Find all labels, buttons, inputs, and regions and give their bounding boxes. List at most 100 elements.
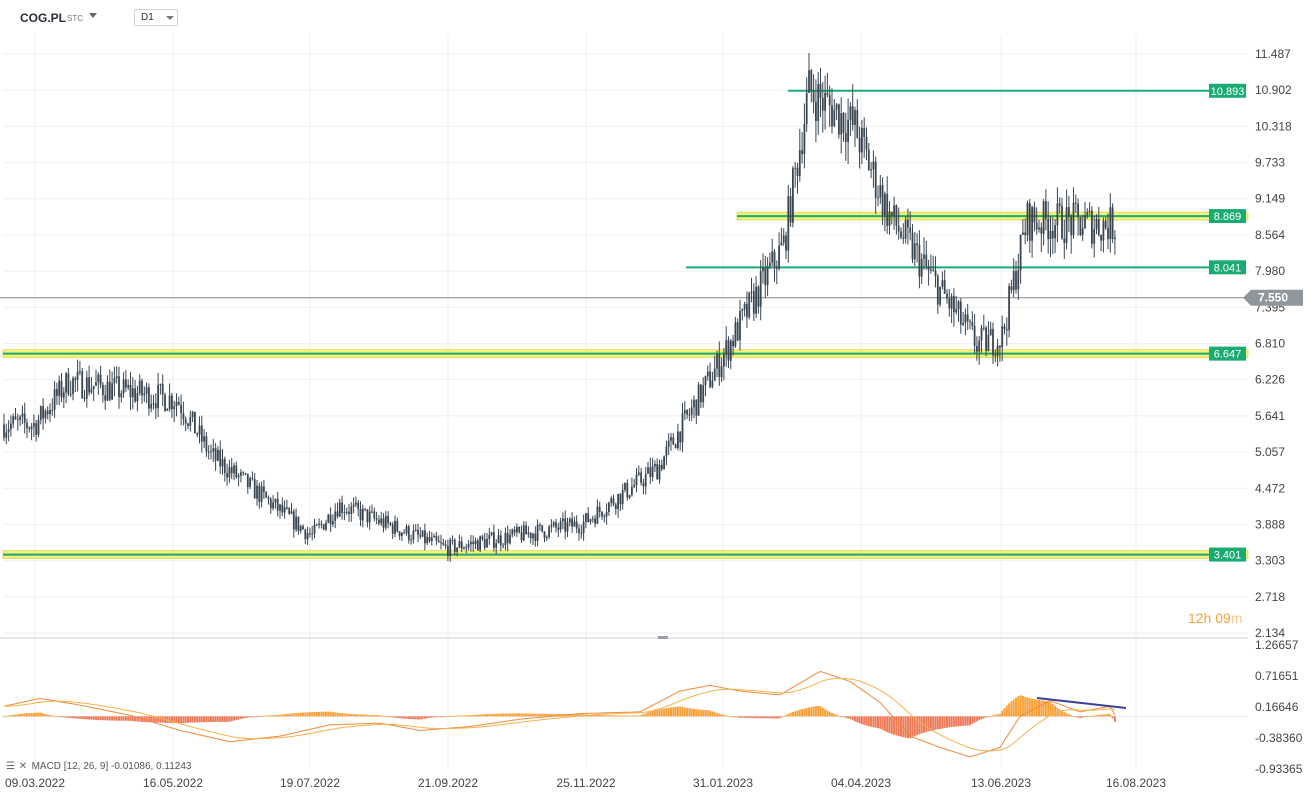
- macd-histogram-bar: [628, 715, 631, 717]
- macd-histogram-bar: [513, 713, 516, 717]
- macd-histogram-bar: [152, 716, 155, 723]
- y-axis-tick-label: 5.641: [1255, 409, 1285, 423]
- macd-histogram-bar: [759, 716, 762, 719]
- macd-histogram-bar: [414, 716, 417, 720]
- macd-histogram-bar: [258, 716, 261, 717]
- candle-body: [1061, 205, 1063, 239]
- candle-body: [269, 499, 272, 509]
- macd-histogram-bar: [313, 712, 316, 717]
- candle-body: [525, 525, 527, 535]
- macd-histogram-bar: [35, 712, 38, 717]
- macd-histogram-bar: [992, 715, 994, 717]
- timeframe-select[interactable]: D1: [134, 9, 178, 26]
- timeframe-dropdown-icon[interactable]: [166, 16, 174, 20]
- candle-body: [309, 533, 311, 535]
- macd-histogram-bar: [1102, 714, 1105, 717]
- symbol-selector[interactable]: COG.PL: [20, 11, 67, 25]
- candle-body: [226, 473, 228, 478]
- candle-body: [120, 393, 123, 398]
- macd-histogram-bar: [614, 715, 617, 717]
- macd-histogram-bar: [486, 714, 488, 717]
- macd-histogram-bar: [168, 716, 171, 723]
- macd-histogram-bar: [821, 707, 824, 717]
- macd-histogram-bar: [918, 716, 921, 735]
- candle-body: [90, 388, 93, 393]
- macd-histogram-bar: [403, 716, 406, 719]
- macd-histogram-bar: [1107, 713, 1109, 717]
- candle-body: [589, 519, 592, 522]
- macd-histogram-bar: [555, 713, 557, 717]
- candle-body: [1084, 215, 1086, 229]
- macd-histogram-bar: [1079, 716, 1082, 719]
- indicator-close-icon[interactable]: ✕: [18, 761, 28, 772]
- macd-histogram-bar: [1104, 714, 1107, 717]
- y-axis-tick-label: 5.057: [1255, 445, 1285, 459]
- macd-histogram-bar: [506, 713, 509, 717]
- candle-body: [718, 354, 721, 378]
- macd-histogram-bar: [575, 714, 578, 717]
- pane-resize-handle[interactable]: [658, 636, 668, 639]
- macd-histogram-bar: [320, 711, 323, 717]
- candle-body: [1015, 271, 1017, 290]
- macd-histogram-bar: [936, 716, 939, 730]
- macd-histogram-bar: [1001, 710, 1004, 717]
- macd-histogram-bar: [446, 716, 449, 717]
- candle-body: [166, 409, 169, 411]
- macd-histogram-bar: [175, 716, 178, 724]
- candle-body: [23, 413, 26, 423]
- macd-histogram-bar: [805, 707, 808, 717]
- candle-body: [35, 423, 38, 435]
- macd-histogram-bar: [773, 716, 776, 719]
- candle-body: [939, 286, 941, 305]
- symbol-dropdown-icon[interactable]: [89, 13, 97, 18]
- candle-body: [571, 518, 573, 527]
- candle-body: [948, 298, 951, 309]
- macd-histogram-bar: [739, 716, 741, 718]
- candle-body: [378, 519, 380, 524]
- macd-histogram-bar: [375, 715, 378, 717]
- candle-body: [1095, 219, 1098, 229]
- macd-histogram-bar: [318, 711, 321, 717]
- candle-body: [1070, 216, 1073, 236]
- candle-body: [401, 532, 403, 536]
- macd-histogram-bar: [400, 716, 403, 719]
- macd-histogram-bar: [778, 716, 781, 719]
- candle-body: [37, 419, 40, 435]
- candle-body: [789, 196, 792, 223]
- candle-body: [729, 340, 732, 361]
- divergence-trendline[interactable]: [1036, 697, 1127, 709]
- candle-body: [442, 542, 445, 545]
- macd-histogram-bar: [904, 716, 907, 738]
- candle-body: [426, 536, 429, 544]
- candle-body: [104, 395, 107, 401]
- candle-body: [281, 504, 284, 513]
- macd-histogram-bar: [1065, 713, 1068, 717]
- indicator-settings-icon[interactable]: ☰: [6, 761, 15, 772]
- candle-body: [373, 511, 376, 519]
- candle-body: [1111, 207, 1114, 240]
- macd-histogram-bar: [906, 716, 909, 739]
- macd-histogram-bar: [591, 714, 594, 717]
- candle-body: [1091, 210, 1093, 244]
- candle-body: [122, 379, 125, 394]
- macd-histogram-bar: [435, 716, 438, 718]
- candle-body: [145, 387, 148, 394]
- candle-body: [1102, 220, 1105, 241]
- candle-body: [384, 515, 387, 528]
- candle-body: [723, 354, 725, 367]
- candle-body: [596, 506, 599, 524]
- macd-histogram-bar: [53, 715, 56, 717]
- macd-y-axis-tick-label: 0.71651: [1255, 669, 1299, 683]
- candle-body: [1051, 231, 1054, 239]
- macd-histogram-bar: [578, 714, 580, 717]
- macd-histogram-bar: [709, 710, 712, 717]
- macd-histogram-bar: [529, 713, 532, 717]
- macd-histogram-bar: [417, 716, 419, 720]
- candle-body: [654, 464, 656, 467]
- candle-body: [286, 507, 288, 509]
- candle-body: [3, 424, 5, 438]
- macd-histogram-bar: [647, 712, 649, 717]
- macd-histogram-bar: [1017, 696, 1020, 717]
- candle-body: [467, 544, 470, 547]
